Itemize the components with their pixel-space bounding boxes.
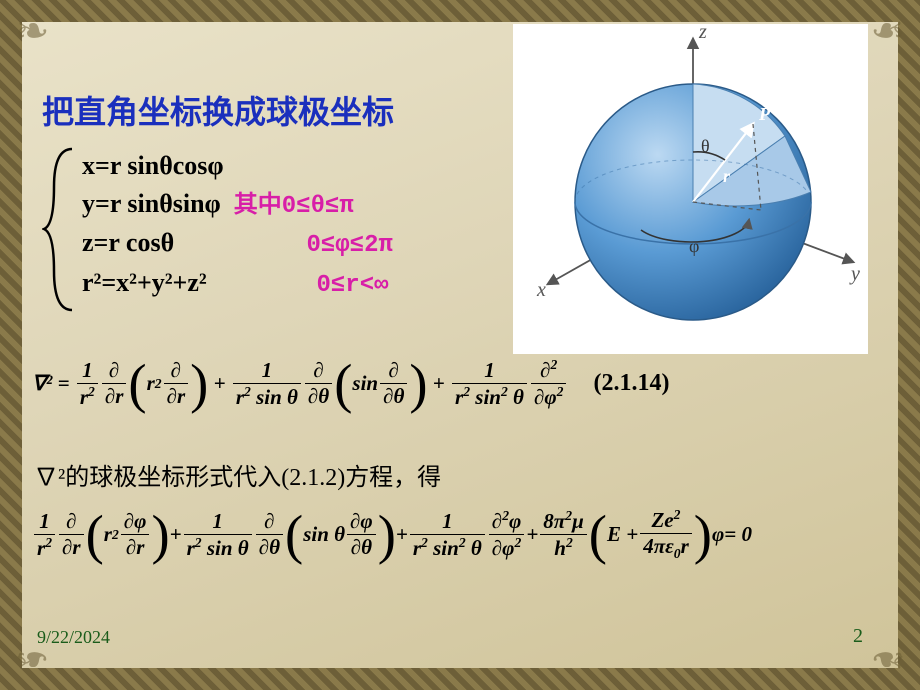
coord-line-z: z=r cosθ 0≤φ≤2π bbox=[82, 224, 527, 264]
coord-line-r: r²=x²+y²+z² 0≤r<∞ bbox=[82, 264, 527, 304]
slide-title: 把直角坐标换成球极坐标 bbox=[42, 87, 394, 133]
term2-inner: ∂∂θ bbox=[380, 358, 407, 409]
coordinate-transform-block: x=r sinθcosφ y=r sinθsinφ 其中0≤θ≤π z=r co… bbox=[82, 147, 527, 304]
term1-coeff: 1r2 bbox=[77, 358, 98, 410]
footer-date: 9/22/2024 bbox=[37, 627, 110, 648]
slide-content: 把直角坐标换成球极坐标 x=r sinθcosφ y=r sinθsinφ 其中… bbox=[22, 22, 898, 668]
laplacian-equation: ∇² = 1r2 ∂∂r (r2 ∂∂r ) + 1r2 sin θ ∂∂θ (… bbox=[32, 357, 669, 410]
equation-number-2114: (2.1.14) bbox=[593, 370, 669, 397]
mid-part1: ∇²的球极坐标形式代入 bbox=[34, 465, 281, 491]
coord-formula: r²=x²+y²+z² bbox=[82, 264, 264, 302]
term2-dth: ∂∂θ bbox=[305, 358, 332, 409]
axis-z-label: z bbox=[698, 24, 707, 43]
coord-formula: x=r sinθcosφ bbox=[82, 151, 224, 180]
coord-formula: y=r sinθsinφ bbox=[82, 189, 221, 218]
coord-line-y: y=r sinθsinφ 其中0≤θ≤π bbox=[82, 185, 527, 225]
phi-label: φ bbox=[689, 236, 699, 256]
substitution-sentence: ∇²的球极坐标形式代入(2.1.2)方程，得 bbox=[34, 457, 441, 492]
mid-ref: (2.1.2) bbox=[281, 465, 345, 491]
r-label: r bbox=[723, 166, 731, 186]
term1-inner: ∂∂r bbox=[164, 358, 189, 409]
range-theta: 其中0≤θ≤π bbox=[234, 190, 444, 225]
equals-zero: = 0 bbox=[724, 522, 752, 547]
mid-part3: 方程，得 bbox=[345, 465, 441, 491]
left-brace bbox=[42, 147, 82, 312]
footer-page-number: 2 bbox=[853, 625, 863, 648]
radial-equation: 1r2 ∂∂r (r2 ∂φ∂r ) + 1r2 sin θ ∂∂θ (sin … bbox=[32, 507, 752, 562]
nabla-squared: ∇² = bbox=[32, 371, 70, 396]
term3-coeff: 1r2 sin2 θ bbox=[452, 358, 527, 410]
axis-y-label: y bbox=[849, 263, 860, 285]
point-P-label: P bbox=[758, 104, 771, 124]
spherical-coordinates-diagram: z y x θ φ r P bbox=[513, 24, 868, 354]
term2-coeff: 1r2 sin θ bbox=[233, 358, 301, 410]
term1-dr: ∂∂r bbox=[102, 358, 127, 409]
coord-formula: z=r cosθ bbox=[82, 224, 264, 262]
coord-line-x: x=r sinθcosφ bbox=[82, 147, 527, 185]
range-phi: 0≤φ≤2π bbox=[307, 229, 517, 264]
axis-x-label: x bbox=[536, 279, 546, 301]
range-r: 0≤r<∞ bbox=[317, 269, 527, 304]
term3-dph: ∂2∂φ2 bbox=[531, 357, 567, 410]
theta-label: θ bbox=[701, 136, 710, 156]
